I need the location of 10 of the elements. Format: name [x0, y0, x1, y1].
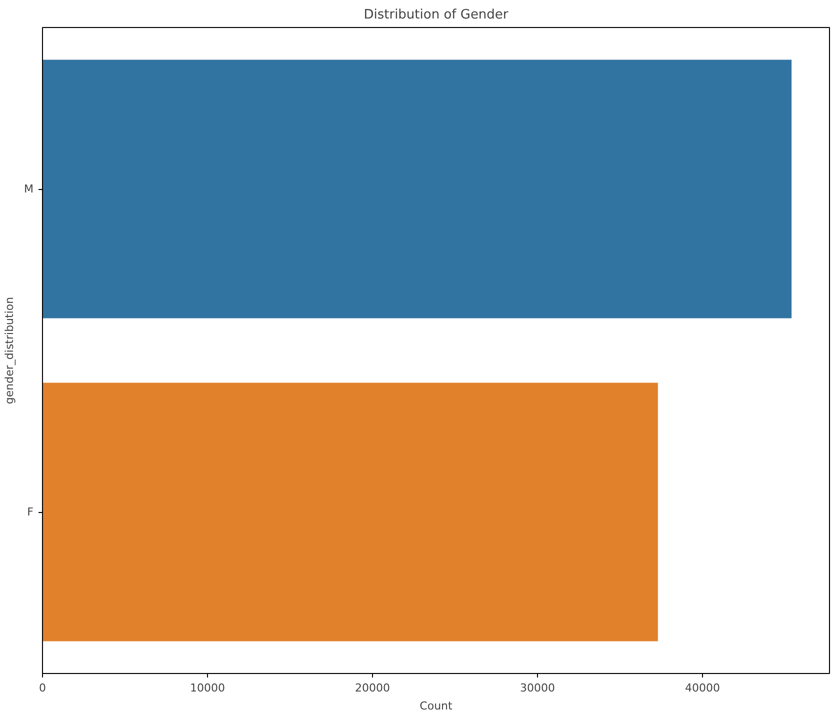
chart-title: Distribution of Gender	[364, 8, 509, 22]
x-tick-label: 0	[39, 682, 46, 694]
x-axis-title: Count	[420, 700, 454, 712]
x-tick-label: 40000	[684, 682, 720, 694]
x-tick-label: 20000	[354, 682, 390, 694]
x-tick-label: 30000	[520, 682, 555, 694]
y-tick-label: F	[27, 506, 34, 518]
y-axis-title: gender_distribution	[3, 296, 16, 404]
x-tick-label: 10000	[190, 682, 225, 694]
y-tick-label: M	[24, 182, 34, 196]
